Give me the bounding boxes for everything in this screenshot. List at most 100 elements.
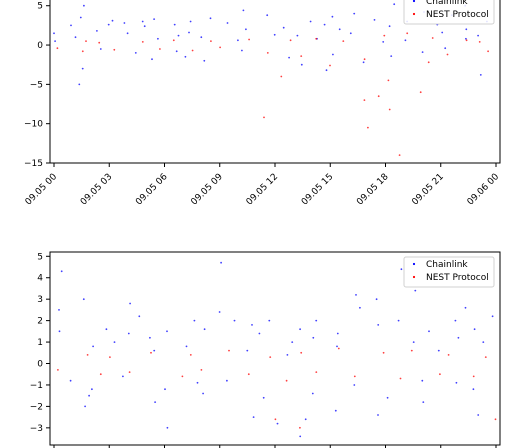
data-point (444, 47, 447, 50)
data-point (439, 373, 441, 376)
data-point (300, 55, 303, 57)
data-point (91, 388, 93, 391)
data-point (299, 435, 302, 438)
data-point (353, 384, 356, 386)
data-point (109, 356, 111, 358)
data-point (54, 40, 56, 42)
data-point (200, 36, 203, 39)
data-point (98, 41, 101, 44)
data-point (323, 23, 326, 26)
data-point (242, 9, 245, 12)
data-point (304, 418, 307, 421)
data-point (477, 34, 479, 37)
data-point (375, 298, 378, 301)
data-point (173, 23, 176, 26)
data-point (57, 369, 59, 371)
data-point (56, 47, 59, 50)
data-point (400, 268, 403, 271)
legend-box (403, 0, 495, 25)
data-point (363, 99, 366, 101)
data-point (482, 341, 485, 343)
data-point (494, 418, 497, 421)
legend-entry: Chainlink (426, 0, 468, 7)
data-point (309, 20, 312, 23)
chart-panel-bottom: 5 4 3 2 1 0 −1 −2 −3 Chainlink NEST Protocol (30, 251, 501, 448)
data-point (342, 40, 345, 42)
data-point (191, 49, 194, 52)
data-point (122, 375, 124, 378)
x-tick-label: 09.05 15 (300, 172, 335, 207)
data-point (334, 409, 337, 412)
legend-box (403, 256, 495, 288)
data-point (428, 330, 430, 333)
data-point (141, 41, 144, 43)
data-point (123, 22, 126, 24)
y-tick-label: 5 (37, 252, 43, 262)
data-point (355, 294, 357, 296)
data-point (377, 95, 380, 98)
series-chainlink (58, 261, 494, 438)
data-point (81, 67, 84, 70)
data-point (233, 319, 236, 322)
legend-marker (412, 262, 416, 266)
data-point (188, 31, 190, 34)
data-point (111, 19, 114, 22)
data-point (311, 392, 314, 395)
data-point (166, 426, 169, 429)
data-point (246, 349, 249, 352)
data-point (251, 324, 253, 326)
y-tick-label: 3 (37, 295, 43, 305)
data-point (397, 319, 400, 322)
data-point (312, 336, 315, 339)
data-point (85, 40, 87, 42)
data-point (359, 306, 361, 309)
data-point (404, 39, 407, 42)
data-point (329, 64, 331, 67)
data-point (258, 332, 261, 335)
data-point (336, 345, 338, 348)
data-point (315, 319, 318, 322)
y-tick-label: 5 (37, 2, 43, 12)
data-point (159, 48, 161, 50)
data-point (299, 328, 301, 331)
data-point (296, 34, 299, 37)
data-point (185, 345, 188, 348)
data-point (399, 377, 402, 380)
data-point (282, 26, 285, 29)
data-point (81, 50, 84, 53)
data-point (262, 396, 265, 399)
x-tick-label: 09.05 00 (24, 172, 60, 208)
data-point (53, 32, 55, 35)
data-point (127, 332, 130, 335)
data-point (196, 381, 199, 384)
data-point (143, 25, 146, 28)
data-point (175, 50, 178, 53)
data-point (157, 37, 159, 40)
data-point (269, 356, 272, 358)
data-point (353, 12, 356, 15)
series-nest-protocol (57, 347, 497, 429)
data-point (472, 388, 475, 391)
data-point (209, 17, 212, 20)
y-tick-label: −3 (30, 424, 43, 434)
data-point (203, 59, 206, 62)
data-point (387, 79, 390, 82)
data-point (291, 341, 294, 343)
data-point (421, 51, 424, 53)
data-point (421, 379, 424, 382)
data-point (388, 108, 391, 111)
data-point (149, 336, 151, 339)
data-point (280, 75, 283, 78)
data-point (237, 39, 239, 42)
data-point (465, 28, 468, 31)
y-tick-label: 0 (37, 360, 43, 370)
data-point (447, 354, 450, 356)
data-point (99, 48, 102, 50)
data-point (373, 19, 376, 21)
data-point (252, 416, 255, 418)
data-point (219, 46, 222, 49)
data-point (129, 302, 132, 305)
data-point (83, 4, 85, 7)
data-point (60, 270, 63, 273)
